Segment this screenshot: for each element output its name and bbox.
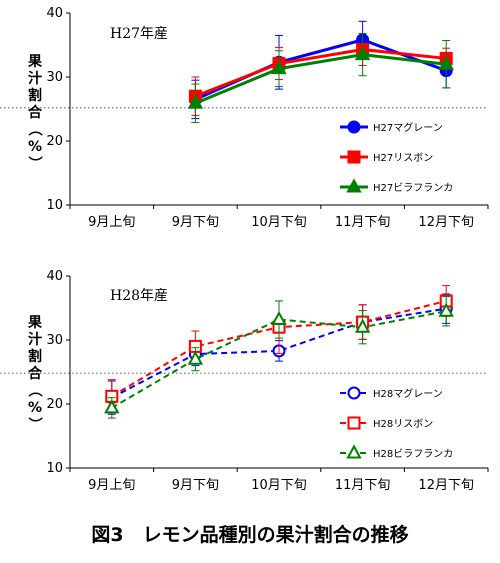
- data-point: [438, 55, 454, 70]
- y-axis-label-char: 合: [28, 365, 43, 382]
- legend-label: H27リスボン: [373, 152, 433, 164]
- y-axis-label-char: %: [28, 400, 42, 416]
- y-axis-label-char: ）: [26, 156, 42, 170]
- legend-label: H28リスボン: [373, 418, 433, 430]
- figure-caption: 図3 レモン品種別の果汁割合の推移: [91, 524, 409, 546]
- data-point: [271, 310, 287, 326]
- y-tick-label: 30: [46, 333, 63, 348]
- x-tick-label: 9月下旬: [172, 215, 219, 230]
- y-tick-label: 40: [46, 269, 63, 284]
- y-tick-label: 20: [46, 134, 63, 149]
- x-tick-label: 10月下旬: [251, 215, 307, 230]
- x-tick-label: 9月下旬: [172, 478, 219, 493]
- legend-label: H28マグレーン: [373, 387, 443, 400]
- legend-marker: [347, 386, 361, 400]
- y-tick-label: 10: [46, 198, 63, 213]
- data-point: [104, 399, 120, 414]
- legend-label: H28ビラフランカ: [373, 448, 453, 460]
- series-line: [194, 47, 447, 98]
- y-axis-label-char: 割: [28, 348, 42, 365]
- legend-marker: [347, 150, 361, 164]
- series-line: [194, 38, 447, 101]
- series-line: [111, 310, 447, 409]
- series-square: [188, 32, 453, 116]
- chart-title: H28年産: [110, 288, 168, 304]
- legend-marker: [346, 178, 362, 193]
- data-point: [187, 94, 204, 109]
- data-point: [438, 302, 454, 317]
- y-axis-label-char: （: [26, 122, 42, 136]
- chart-panel-2: 10 20 30 40 9月上旬 9月下旬 10月下旬 11月下旬 12月下旬 H28年産果汁割合…: [0, 269, 489, 493]
- legend-item: H27ビラフランカ: [340, 178, 453, 194]
- y-tick-label: 40: [46, 6, 63, 21]
- legend-marker: [347, 416, 361, 430]
- legend-item: H28マグレーン: [340, 386, 443, 400]
- y-axis-label-char: 汁: [28, 331, 42, 348]
- y-axis-label: 果汁割合（%）: [26, 54, 43, 170]
- data-point: [187, 350, 204, 365]
- y-axis-label-char: 汁: [28, 70, 42, 87]
- x-tick-label: 9月上旬: [88, 478, 135, 493]
- y-axis-label-char: 果: [27, 315, 43, 331]
- legend-marker: [346, 444, 362, 459]
- x-tick-label: 10月下旬: [251, 478, 307, 493]
- chart-panel-1: 10 20 30 40 9月上旬 9月下旬 10月下旬 11月下旬 12月下旬 H27年産果汁割合…: [0, 6, 489, 230]
- data-point: [354, 46, 371, 61]
- legend-marker: [347, 120, 361, 134]
- y-axis-label-char: （: [26, 383, 42, 397]
- x-tick-label: 9月上旬: [88, 215, 135, 230]
- legend-item: H27マグレーン: [340, 120, 443, 134]
- x-tick-label: 11月下旬: [335, 215, 391, 230]
- y-axis-label-char: 割: [28, 87, 42, 104]
- series-line: [111, 307, 447, 399]
- y-tick-label: 20: [46, 397, 63, 412]
- legend-item: H27リスボン: [340, 150, 433, 164]
- y-axis-label-char: ）: [26, 417, 42, 431]
- data-point: [354, 318, 371, 333]
- legend-item: H28リスボン: [340, 416, 433, 430]
- y-axis-label-char: 果: [27, 54, 43, 70]
- legend-label: H27ビラフランカ: [373, 182, 453, 194]
- series-triangle: [104, 295, 454, 419]
- legend-label: H27マグレーン: [373, 121, 443, 134]
- legend-item: H28ビラフランカ: [340, 444, 453, 460]
- x-tick-label: 12月下旬: [418, 478, 474, 493]
- series-triangle: [187, 32, 454, 123]
- y-axis-label-char: 合: [28, 104, 43, 121]
- series-line: [194, 53, 447, 105]
- y-axis-label-char: %: [28, 139, 42, 155]
- y-tick-label: 30: [46, 70, 63, 85]
- chart-title: H27年産: [110, 26, 168, 42]
- x-tick-label: 11月下旬: [335, 478, 391, 493]
- x-tick-label: 12月下旬: [418, 215, 474, 230]
- series-circle: [188, 20, 453, 120]
- data-point: [271, 60, 287, 75]
- y-axis-label: 果汁割合（%）: [26, 315, 43, 431]
- y-tick-label: 10: [46, 461, 63, 476]
